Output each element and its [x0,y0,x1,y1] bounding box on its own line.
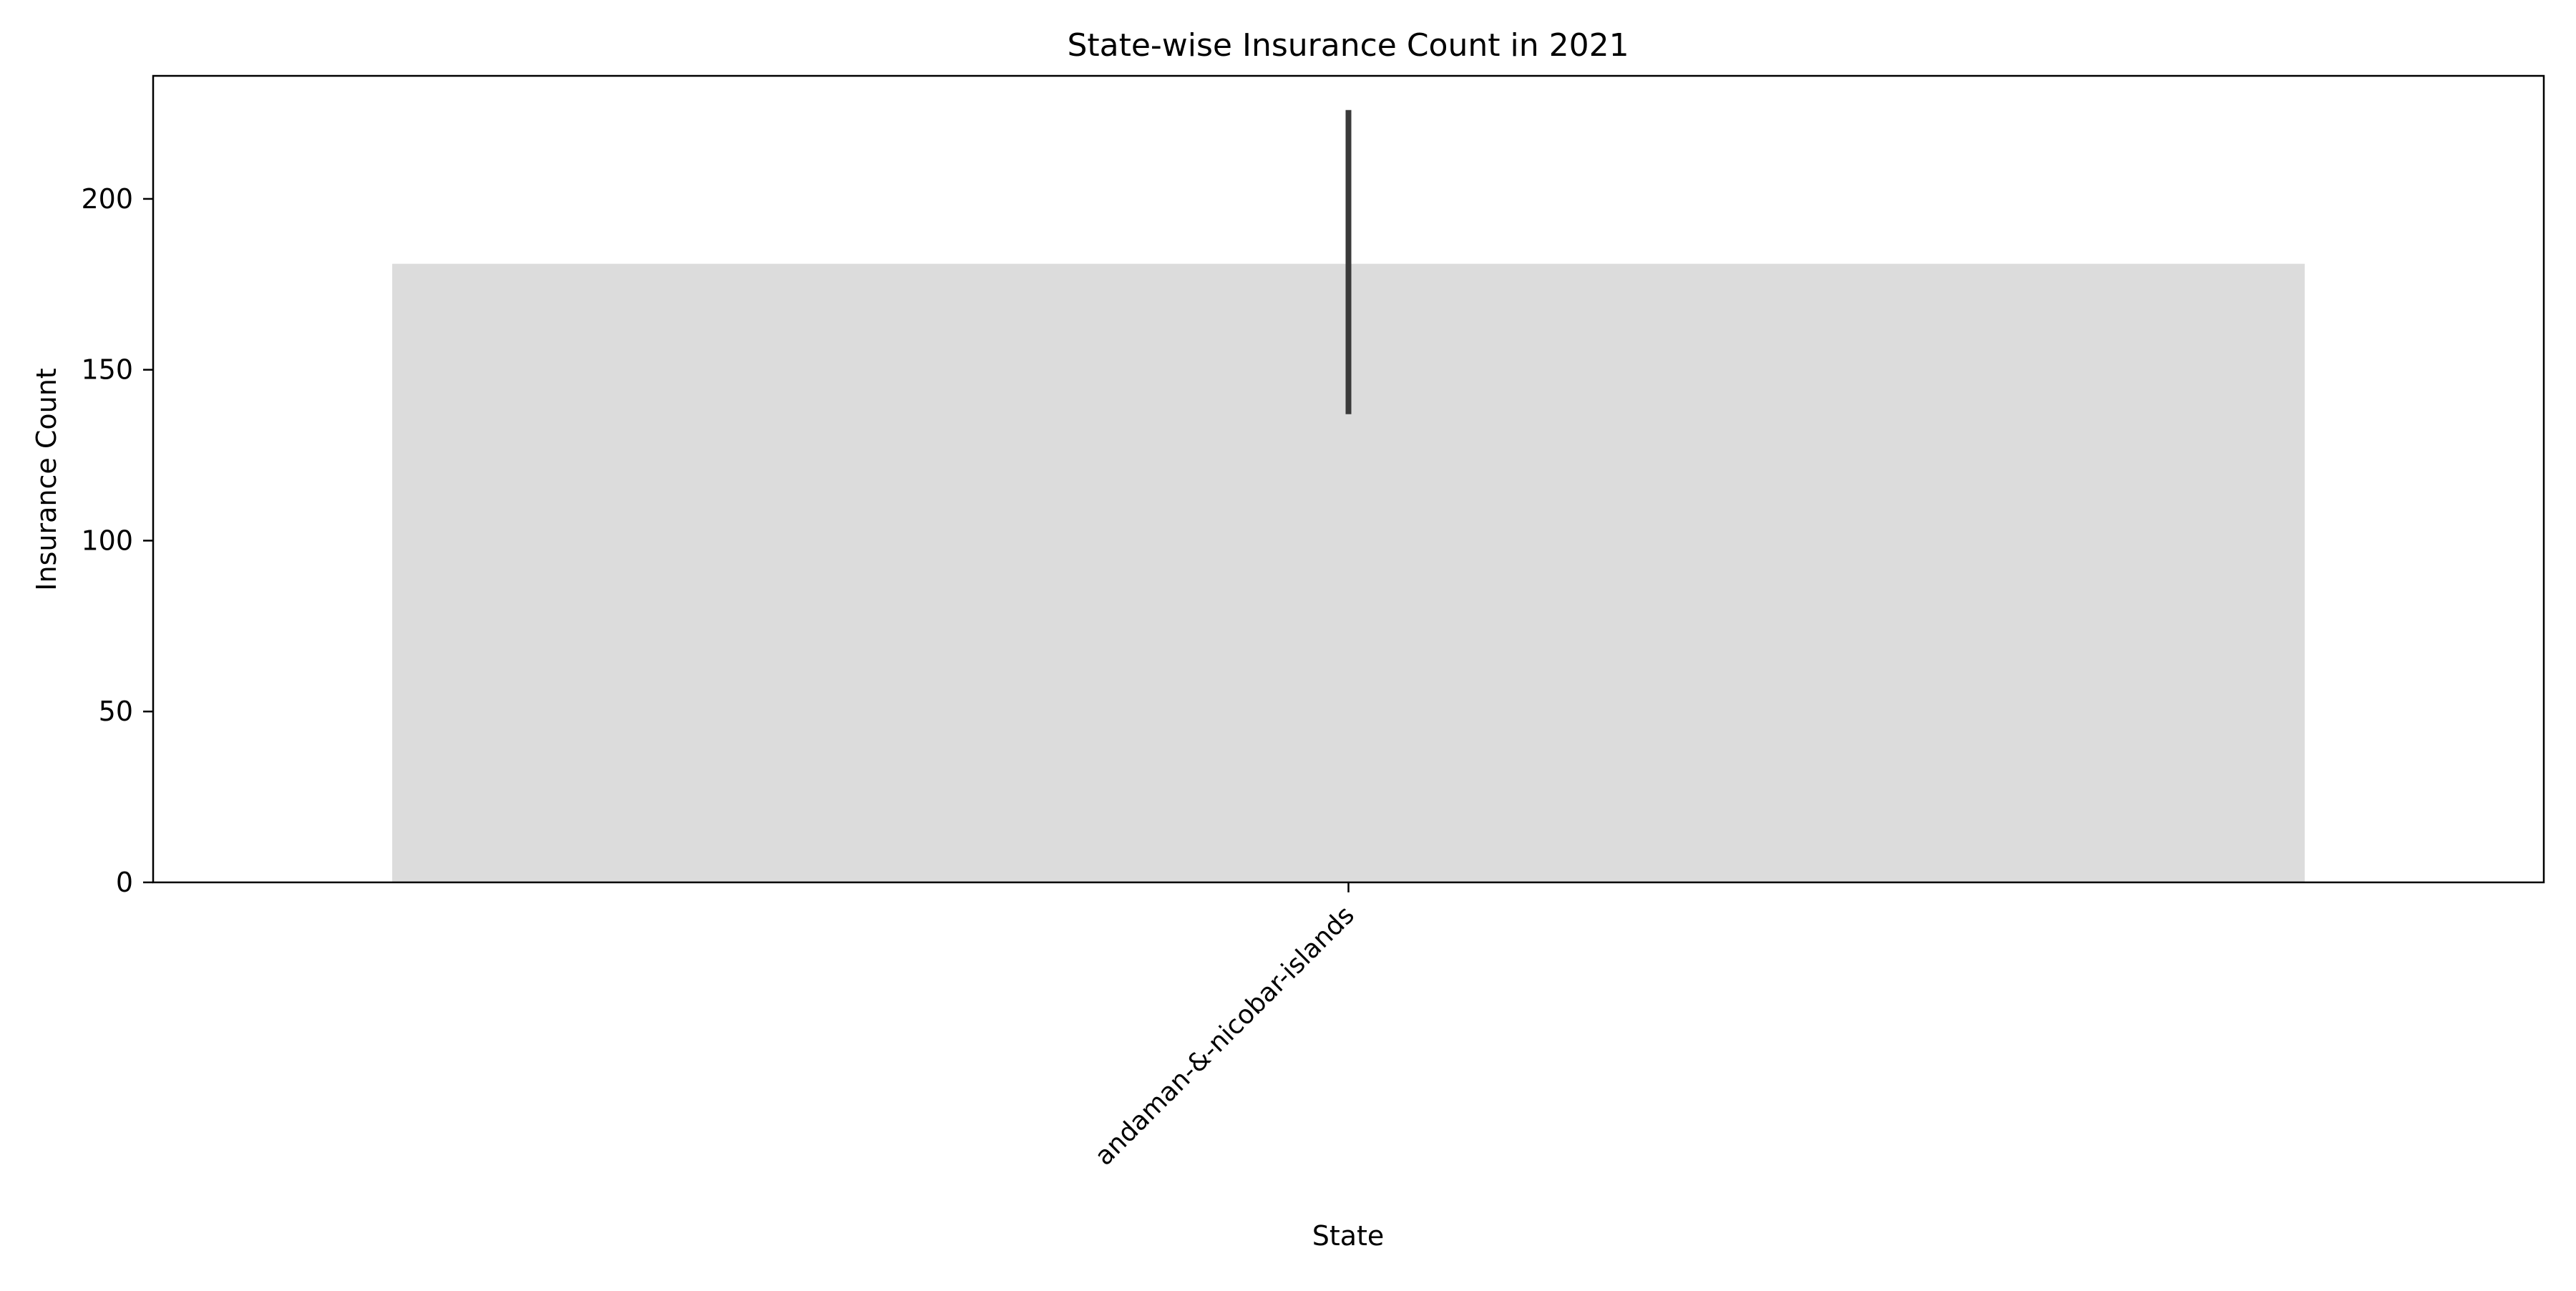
y-tick-label: 100 [81,525,133,556]
y-tick-label: 200 [81,183,133,215]
x-axis-label: State [1312,1220,1385,1252]
x-tick-label: andaman-&-nicobar-islands [1090,900,1360,1171]
y-tick-label: 150 [81,354,133,386]
y-tick-label: 0 [116,867,133,898]
chart-title: State-wise Insurance Count in 2021 [1067,27,1629,64]
x-axis-ticks: andaman-&-nicobar-islands [1090,882,1360,1171]
y-axis-ticks: 0 50 100 150 200 [81,183,153,898]
y-tick-label: 50 [99,696,133,727]
y-axis-label: Insurance Count [31,368,62,590]
